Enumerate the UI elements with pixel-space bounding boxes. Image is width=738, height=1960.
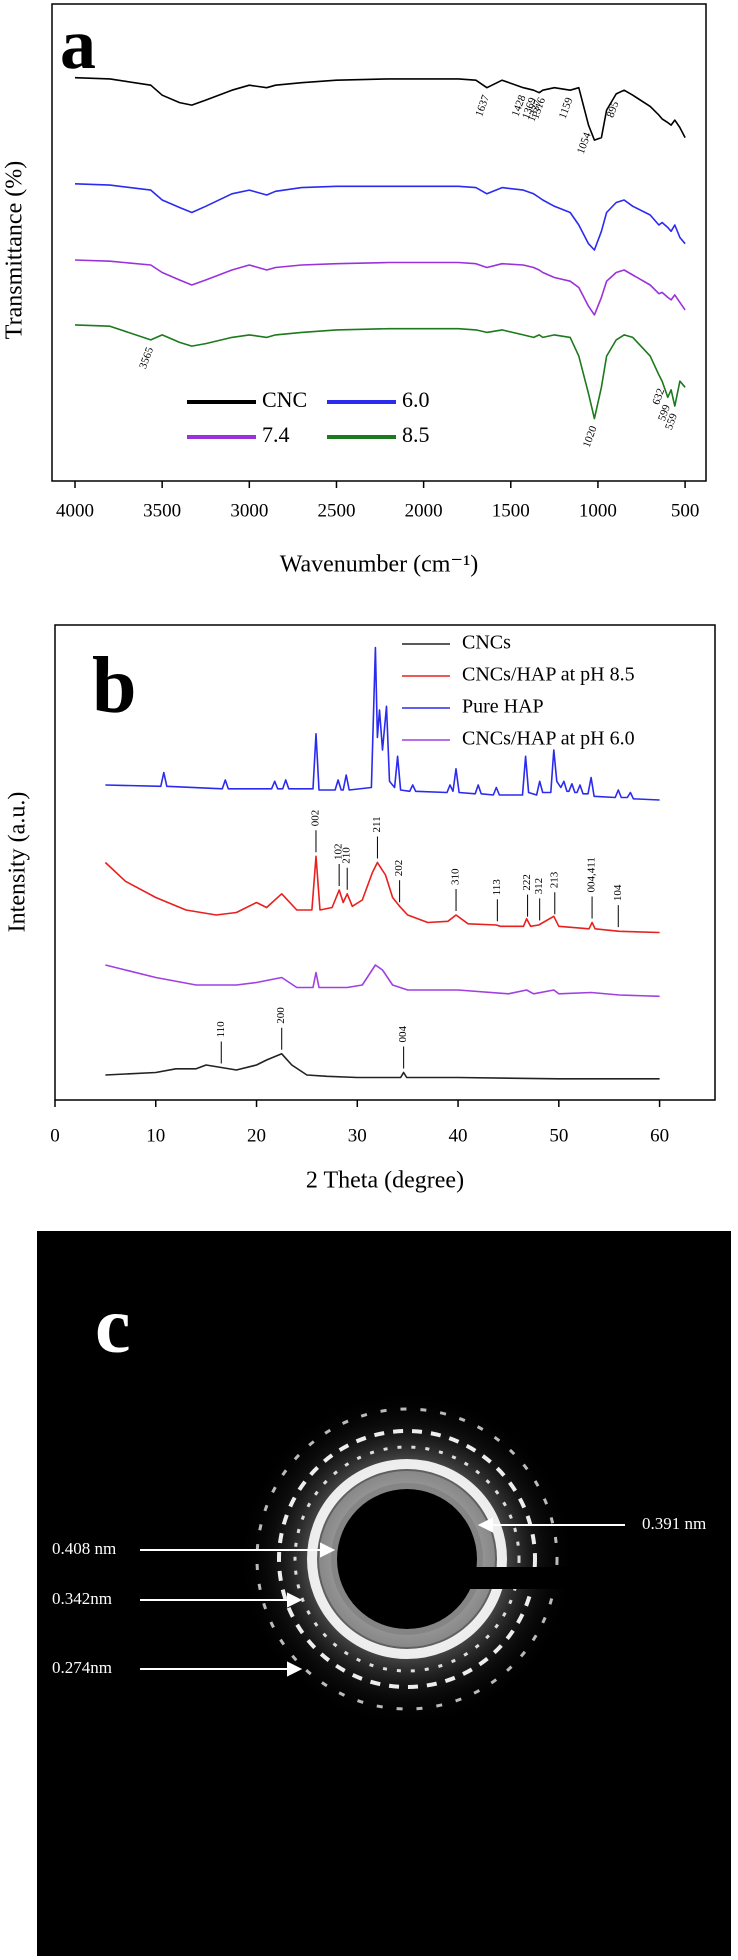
peak-label: 213 bbox=[548, 871, 560, 888]
ring bbox=[307, 1459, 507, 1659]
d-spacing-label: 0.342nm bbox=[52, 1589, 112, 1608]
x-tick-label: 4000 bbox=[56, 500, 94, 521]
x-tick-label: 1000 bbox=[579, 500, 617, 521]
spectrum-line bbox=[74, 183, 686, 251]
peak-label: 200 bbox=[275, 1007, 287, 1024]
x-axis-title: 2 Theta (degree) bbox=[306, 1168, 464, 1194]
peak-label: 102 bbox=[333, 844, 345, 861]
x-tick-label: 2000 bbox=[405, 500, 443, 521]
panel-label: c bbox=[95, 1282, 131, 1370]
peak-label: 202 bbox=[393, 860, 405, 877]
peak-label: 222 bbox=[521, 874, 533, 891]
legend-label: CNCs bbox=[462, 632, 511, 654]
peak-label: 210 bbox=[341, 847, 353, 864]
d-spacing-label: 0.408 nm bbox=[52, 1539, 116, 1558]
spectrum-line bbox=[105, 964, 660, 998]
peak-label: 211 bbox=[371, 816, 383, 832]
arrow-head bbox=[320, 1542, 336, 1558]
peak-label: 312 bbox=[533, 878, 545, 895]
legend-label: CNCs/HAP at pH 8.5 bbox=[462, 664, 635, 686]
x-tick-label: 500 bbox=[671, 500, 700, 521]
x-tick-label: 2500 bbox=[317, 500, 355, 521]
peak-label: 559 bbox=[663, 411, 680, 431]
spectrum-line bbox=[105, 646, 660, 801]
legend-label: CNC bbox=[262, 387, 307, 412]
panel-label: a bbox=[60, 4, 96, 84]
beam-stop bbox=[407, 1567, 703, 1589]
peak-label: 110 bbox=[215, 1021, 227, 1038]
d-spacing-label: 0.391 nm bbox=[642, 1514, 706, 1533]
x-tick-label: 60 bbox=[650, 1125, 669, 1146]
plot-frame bbox=[54, 624, 716, 1101]
legend-label: Pure HAP bbox=[462, 696, 544, 718]
legend-label: CNCs/HAP at pH 6.0 bbox=[462, 728, 635, 750]
x-tick-label: 3500 bbox=[143, 500, 181, 521]
x-tick-label: 1500 bbox=[492, 500, 530, 521]
ring bbox=[277, 1429, 537, 1689]
y-axis-title: Transmittance (%) bbox=[2, 161, 28, 339]
x-tick-label: 0 bbox=[50, 1125, 60, 1146]
d-spacing-label: 0.274nm bbox=[52, 1658, 112, 1677]
peak-label: 004 bbox=[397, 1026, 409, 1043]
x-tick-label: 10 bbox=[146, 1125, 165, 1146]
peak-label: 004,411 bbox=[586, 857, 598, 892]
x-tick-label: 50 bbox=[549, 1125, 568, 1146]
spectrum-line bbox=[74, 324, 686, 420]
plot-frame bbox=[51, 3, 707, 482]
arrow-head bbox=[287, 1592, 303, 1608]
x-tick-label: 3000 bbox=[230, 500, 268, 521]
spectrum-line bbox=[104, 855, 660, 934]
peak-label: 310 bbox=[450, 868, 462, 885]
legend-label: 7.4 bbox=[262, 422, 290, 447]
y-axis-title: Intensity (a.u.) bbox=[5, 792, 31, 933]
peak-label: 632 bbox=[650, 387, 667, 407]
x-axis-title: Wavenumber (cm⁻¹) bbox=[280, 552, 479, 578]
spectrum-line bbox=[74, 76, 686, 141]
arrow-head bbox=[287, 1661, 303, 1677]
peak-label: 599 bbox=[656, 403, 673, 423]
ring bbox=[319, 1471, 495, 1647]
legend-label: 8.5 bbox=[402, 422, 430, 447]
diffraction-image: c 0.408 nm 0.342nm 0.274nm 0.391 nm bbox=[37, 1231, 731, 1956]
spectrum-line bbox=[105, 1053, 660, 1080]
arrows bbox=[140, 1517, 625, 1677]
ring bbox=[293, 1445, 521, 1673]
x-tick-label: 30 bbox=[348, 1125, 367, 1146]
peak-label: 104 bbox=[612, 884, 624, 901]
spectrum-line bbox=[74, 259, 686, 316]
x-tick-label: 40 bbox=[449, 1125, 468, 1146]
peak-label: 895 bbox=[605, 99, 622, 119]
arrow-head bbox=[477, 1517, 493, 1533]
peak-label: 002 bbox=[310, 810, 322, 827]
x-tick-label: 20 bbox=[247, 1125, 266, 1146]
ring bbox=[255, 1407, 559, 1711]
legend-label: 6.0 bbox=[402, 387, 430, 412]
central-spot bbox=[337, 1489, 477, 1629]
peak-label: 113 bbox=[491, 879, 503, 896]
panel-label: b bbox=[92, 642, 137, 730]
